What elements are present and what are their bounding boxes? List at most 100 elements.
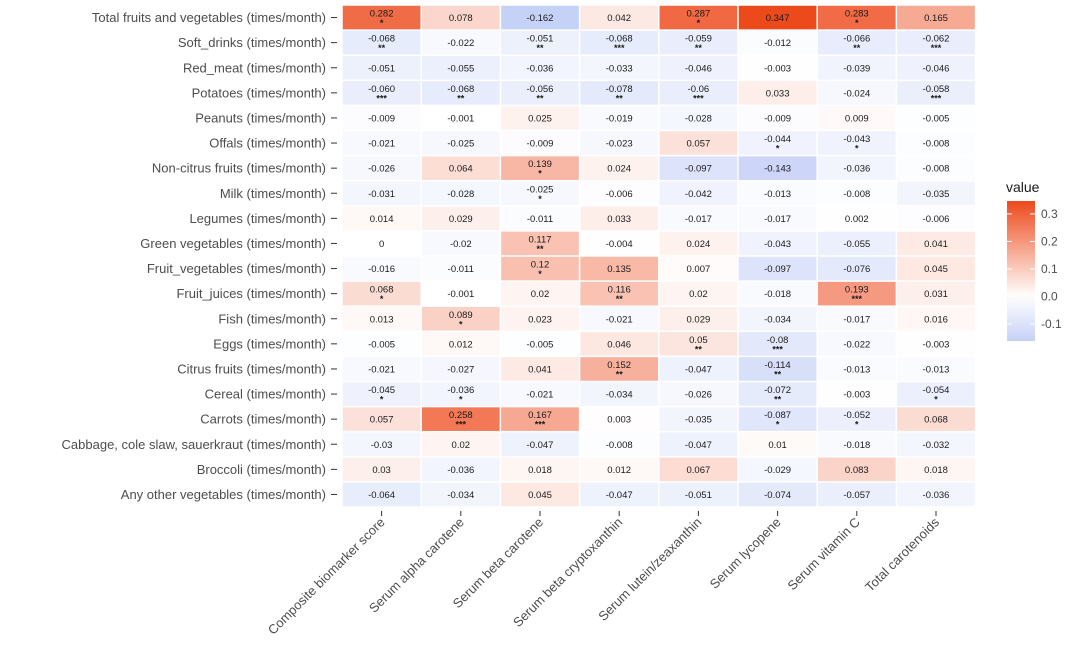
cell-value-label: -0.074 [764,490,791,501]
cell-value-label: -0.013 [923,364,950,375]
heatmap-cell [659,407,738,431]
cell-significance-mark: ** [695,43,703,53]
heatmap-cell [421,281,500,306]
heatmap-cell [501,131,579,155]
cell-value-label: -0.011 [527,214,553,225]
heatmap-cell [897,457,975,482]
heatmap-cell [501,306,579,331]
heatmap-cell [580,206,659,231]
cell-value-label: 0.007 [687,264,711,275]
cell-value-label: -0.036 [527,63,554,74]
row-label: Milk (times/month) [220,186,326,201]
heatmap-cell [738,432,817,457]
cell-value-label: -0.060 [368,84,395,95]
heatmap-cell [421,332,500,356]
row-label: Broccoli (times/month) [197,462,326,477]
heatmap-cell [897,5,975,30]
cell-value-label: -0.076 [843,264,870,275]
heatmap-cell [817,357,896,381]
heatmap-cell [342,407,421,431]
column-label: Total carotenoids [862,514,942,594]
heatmap-cell [817,482,896,507]
cell-value-label: 0.05 [689,335,708,346]
heatmap-cell [659,281,738,306]
cell-significance-mark: * [538,194,542,204]
cell-value-label: 0.068 [924,415,948,426]
heatmap-cell [421,482,500,507]
heatmap-cell [659,256,738,281]
heatmap-cell [659,156,738,180]
heatmap-cell [817,181,896,206]
cell-significance-mark: ** [774,369,782,379]
cell-value-label: 0.014 [370,214,394,225]
cell-value-label: -0.032 [923,440,950,451]
cell-significance-mark: ** [616,369,624,379]
heatmap-cell [817,131,896,155]
row-label: Legumes (times/month) [189,211,326,226]
cell-value-label: -0.114 [764,360,790,371]
heatmap-cell [421,131,500,155]
row-labels: Total fruits and vegetables (times/month… [62,10,337,502]
cell-value-label: -0.028 [685,113,712,124]
heatmap-cell [659,306,738,331]
cell-value-label: 0.045 [924,264,948,275]
heatmap-cell [342,432,421,457]
cell-value-label: 0.016 [924,314,948,325]
row-label: Fish (times/month) [218,311,326,326]
cell-significance-mark: * [855,18,859,28]
cell-value-label: 0.002 [845,214,869,225]
cell-value-label: -0.021 [368,139,395,150]
cell-value-label: -0.008 [923,164,950,175]
heatmap-cell [580,457,659,482]
cell-value-label: 0.068 [370,285,394,296]
cell-significance-mark: * [380,395,384,405]
heatmap-cell [817,106,896,130]
cell-value-label: 0.139 [528,159,552,170]
heatmap-cell [817,281,896,306]
cell-value-label: 0.031 [924,289,948,300]
cell-value-label: 0.117 [528,234,551,245]
cell-significance-mark: * [538,169,542,179]
cell-value-label: -0.036 [843,164,870,175]
heatmap-cell [501,281,579,306]
cell-value-label: -0.08 [767,335,789,346]
cell-value-label: 0.013 [370,314,394,325]
cell-value-label: -0.017 [685,214,712,225]
heatmap-cell [897,382,975,406]
heatmap-cell [342,382,421,406]
cell-value-label: -0.055 [843,239,870,250]
row-label: Soft_drinks (times/month) [178,35,326,50]
cell-significance-mark: * [538,269,542,279]
cell-significance-mark: * [380,294,384,304]
heatmap-cell [738,382,817,406]
heatmap-cell [897,30,975,55]
cell-value-label: -0.036 [447,385,474,396]
heatmap-cell [342,306,421,331]
heatmap-cell [659,231,738,256]
row-label: Fruit_vegetables (times/month) [147,261,326,276]
cell-value-label: 0.024 [607,164,631,175]
cell-value-label: -0.025 [527,184,554,195]
cell-significance-mark: * [776,144,780,154]
heatmap-cell [580,482,659,507]
cell-value-label: -0.051 [368,63,395,74]
heatmap-cell [738,231,817,256]
cell-value-label: 0.02 [531,289,550,300]
heatmap-cell [738,206,817,231]
cell-value-label: -0.068 [447,84,474,95]
cell-value-label: -0.003 [843,390,870,401]
heatmap-cell [817,382,896,406]
cell-value-label: -0.029 [764,465,791,476]
row-label: Total fruits and vegetables (times/month… [92,10,326,25]
cell-value-label: -0.044 [764,134,791,145]
heatmap-cell [659,206,738,231]
column-label: Serum vitamin C [784,515,863,594]
cell-value-label: -0.052 [843,410,870,421]
cell-value-label: 0.135 [607,264,631,275]
heatmap-cell [342,357,421,381]
cell-significance-mark: *** [772,344,783,354]
heatmap-cell [501,55,579,80]
cell-value-label: 0.057 [370,415,394,426]
